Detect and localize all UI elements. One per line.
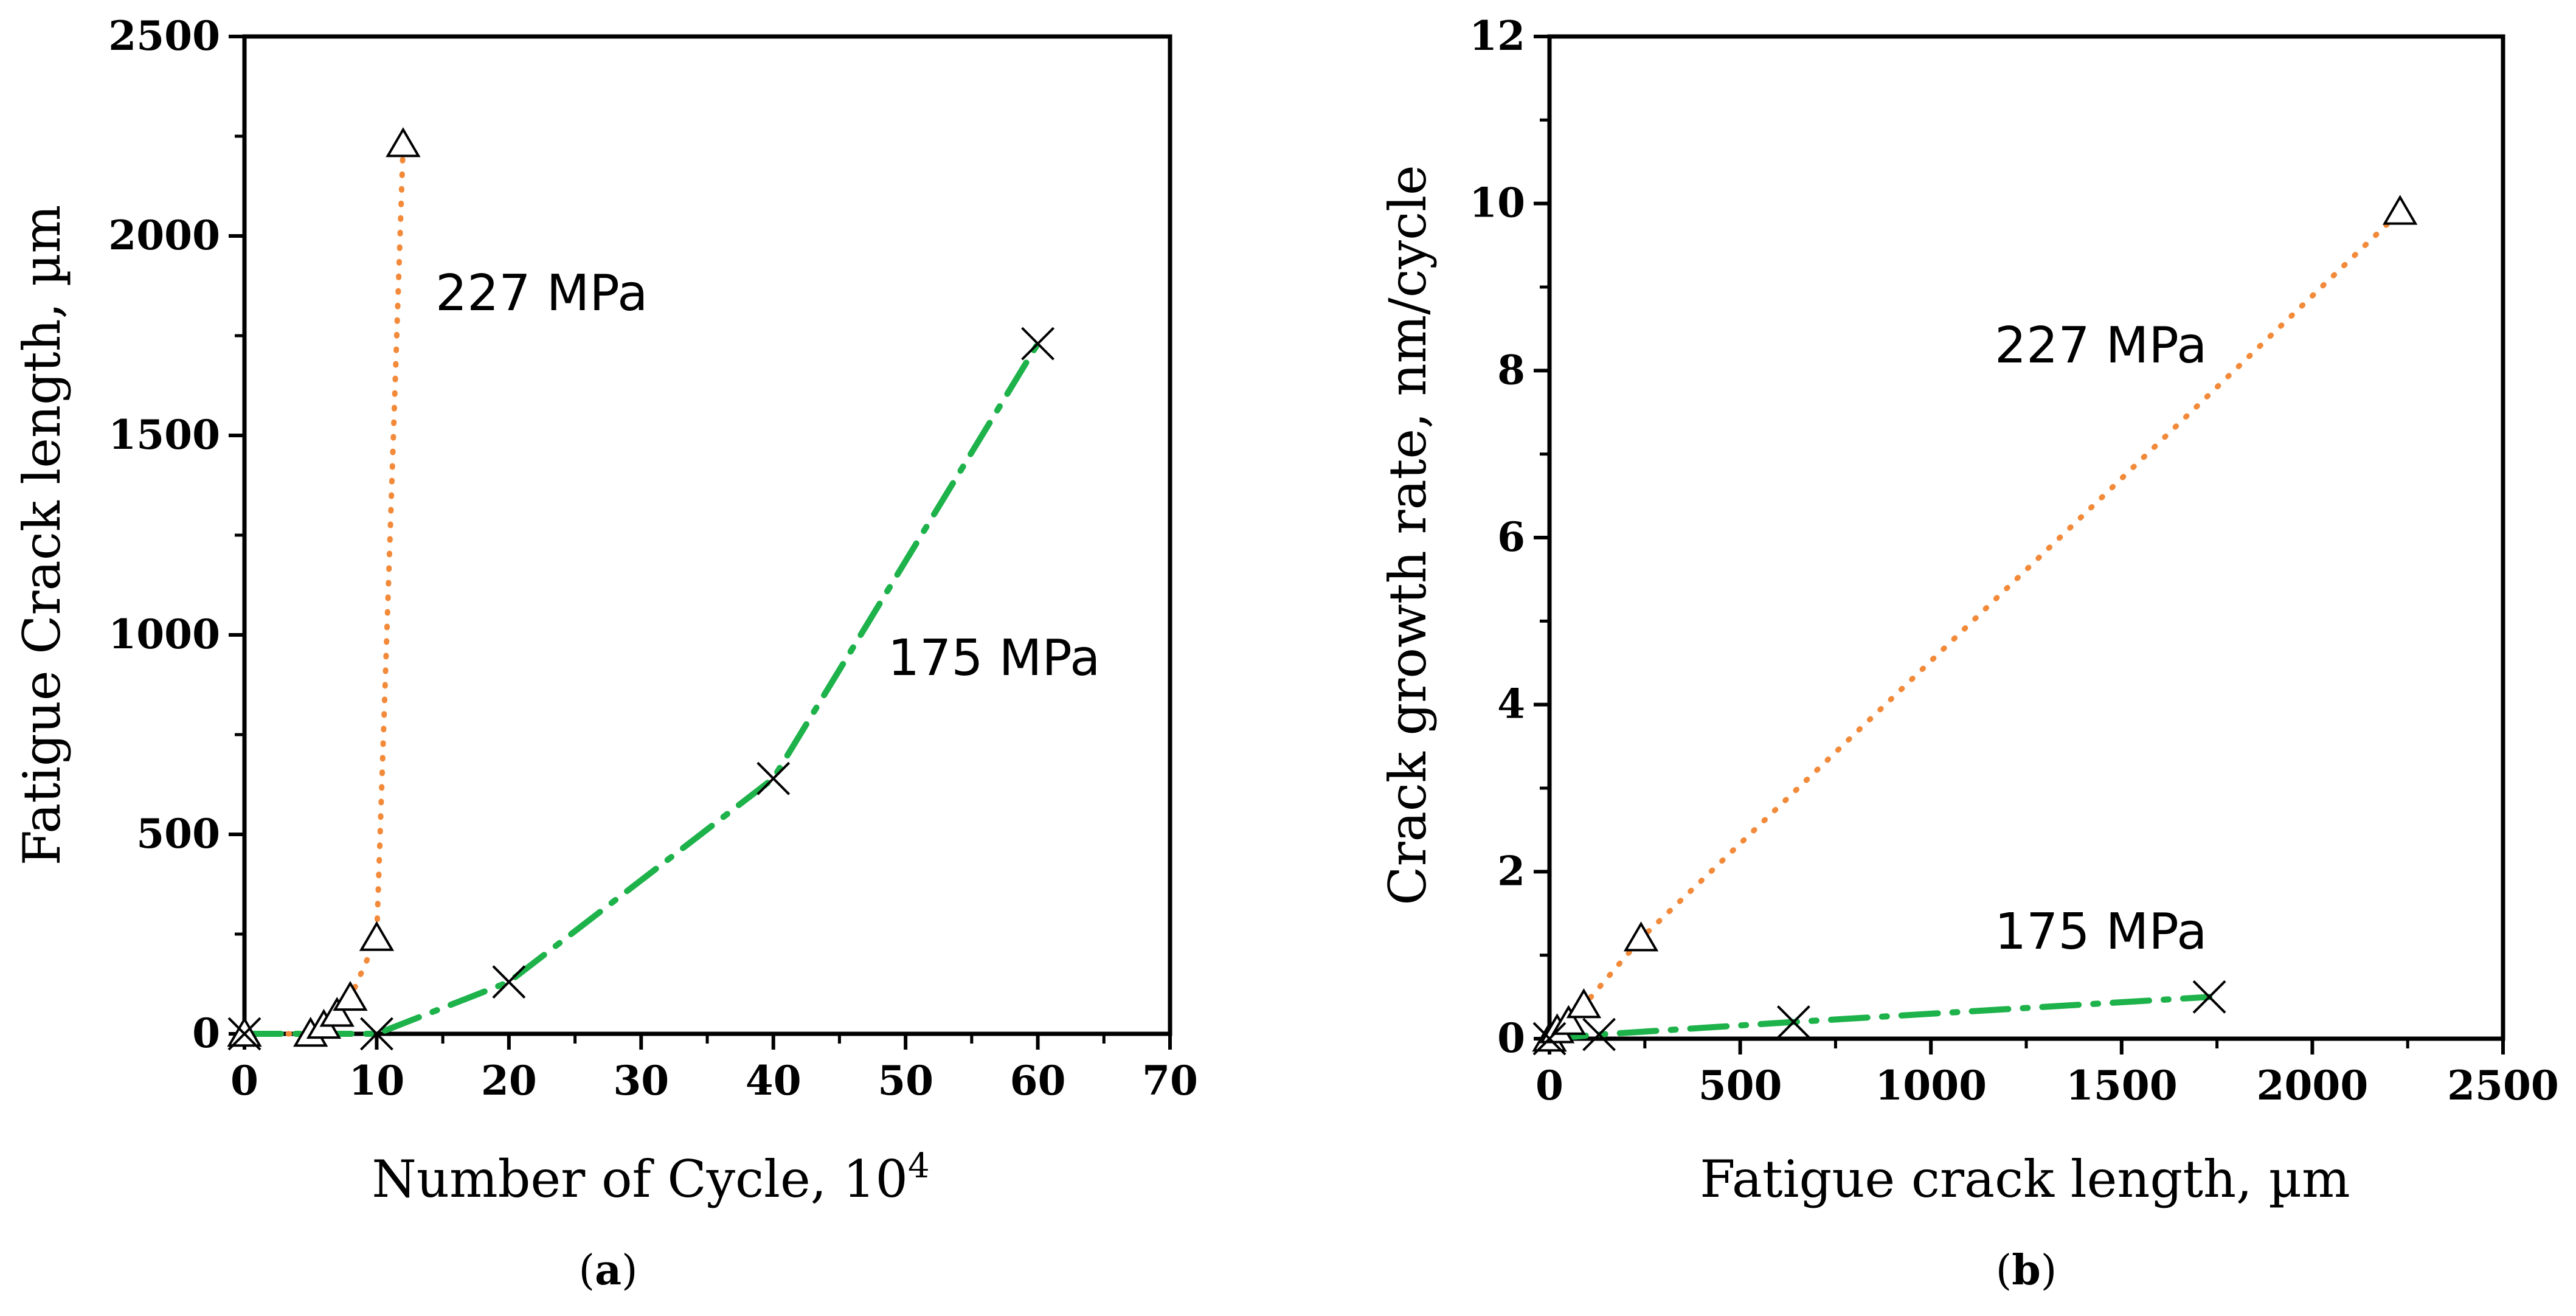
x-tick-label-b-3: 1500 — [2066, 1062, 2178, 1109]
series-markers-b — [1532, 195, 2418, 1056]
x-tick-label-a-6: 60 — [1010, 1057, 1066, 1104]
data-point-227-mpa-b-5 — [2382, 195, 2418, 225]
y-tick-label-a-0: 0 — [192, 1010, 220, 1057]
y-axis-title-a: Fatigue Crack length, µm — [12, 205, 72, 866]
data-point-175-mpa-b-3 — [2192, 980, 2226, 1014]
data-point-175-mpa-b-0 — [1532, 1022, 1567, 1056]
y-tick-label-a-1: 500 — [136, 810, 220, 857]
panel-caption-b: (b) — [1996, 1246, 2057, 1295]
x-axis-title-b: Fatigue crack length, µm — [1700, 1149, 2350, 1209]
panel-b: 0 500 1000 1500 2000 2500 0 2 4 6 8 10 12 227 MPa 17… — [1378, 12, 2559, 1295]
x-tick-label-b-4: 2000 — [2257, 1062, 2369, 1109]
data-point-175-mpa-a-4 — [1021, 327, 1054, 361]
data-point-175-mpa-a-3 — [757, 761, 791, 795]
data-point-227-mpa-a-6 — [386, 127, 421, 158]
x-axis-title-superscript-a: 4 — [908, 1146, 930, 1186]
data-point-175-mpa-a-3-stroke-2 — [757, 761, 791, 795]
data-point-175-mpa-a-0-stroke-2 — [227, 1017, 261, 1051]
data-point-175-mpa-b-1-stroke-2 — [1582, 1017, 1616, 1051]
series-line-227-mpa-b — [1546, 209, 2403, 1042]
data-point-175-mpa-a-4-stroke-2 — [1021, 327, 1054, 361]
data-point-175-mpa-a-2-stroke-2 — [492, 965, 526, 999]
y-tick-label-a-4: 2000 — [108, 212, 220, 259]
y-tick-label-a-2: 1000 — [108, 611, 220, 658]
data-point-175-mpa-a-0 — [227, 1017, 261, 1051]
data-point-175-mpa-b-3-stroke-2 — [2192, 980, 2226, 1014]
y-tick-label-b-3: 6 — [1497, 513, 1525, 561]
y-tick-label-b-0: 0 — [1497, 1014, 1525, 1062]
data-point-175-mpa-b-1 — [1582, 1017, 1616, 1051]
data-point-227-mpa-a-3 — [319, 997, 355, 1027]
data-point-175-mpa-a-2 — [492, 965, 526, 999]
series-markers-a — [227, 127, 1054, 1051]
x-tick-label-a-1: 10 — [348, 1057, 404, 1104]
tick-labels-b: 0 500 1000 1500 2000 2500 0 2 4 6 8 10 12 — [1469, 12, 2559, 1109]
x-tick-label-a-2: 20 — [481, 1057, 537, 1104]
y-tick-label-b-6: 12 — [1469, 12, 1525, 60]
x-tick-label-a-3: 30 — [613, 1057, 669, 1104]
plot-area-frame-a — [242, 34, 1172, 1036]
x-tick-label-b-5: 2500 — [2447, 1062, 2559, 1109]
x-tick-label-a-5: 50 — [878, 1057, 933, 1104]
x-tick-label-a-4: 40 — [746, 1057, 802, 1104]
y-tick-label-b-2: 4 — [1497, 681, 1525, 728]
data-point-227-mpa-a-5 — [359, 921, 395, 951]
data-point-175-mpa-b-2 — [1776, 1005, 1810, 1039]
y-tick-label-a-3: 1500 — [108, 411, 220, 459]
data-point-175-mpa-a-1 — [360, 1017, 393, 1051]
x-tick-label-b-0: 0 — [1536, 1062, 1563, 1109]
series-line-227-mpa-a — [241, 141, 406, 1037]
data-point-175-mpa-b-2-stroke-2 — [1776, 1005, 1810, 1039]
panel-caption-a: (a) — [578, 1246, 637, 1295]
y-tick-label-a-5: 2500 — [108, 12, 220, 60]
series-line-175-mpa-a — [241, 341, 1041, 1037]
series-line-175-mpa-b — [1546, 994, 2213, 1042]
data-point-175-mpa-b-0-stroke-2 — [1532, 1022, 1567, 1056]
y-tick-label-b-5: 10 — [1469, 179, 1525, 227]
series-label-227-a: 227 MPa — [435, 265, 648, 322]
x-tick-label-b-1: 500 — [1698, 1062, 1782, 1109]
panel-a: 0 10 20 30 40 50 60 70 0 500 1000 1500 2000 2500 227 … — [12, 12, 1198, 1295]
y-tick-label-b-4: 8 — [1497, 346, 1525, 393]
y-axis-title-b: Crack growth rate, nm/cycle — [1378, 165, 1438, 905]
y-tick-label-b-1: 2 — [1497, 847, 1525, 895]
data-point-227-mpa-b-4 — [1623, 921, 1659, 952]
series-lines-b — [1546, 209, 2403, 1042]
data-point-227-mpa-a-4 — [333, 980, 368, 1011]
series-label-175-b: 175 MPa — [1995, 903, 2207, 961]
x-tick-label-a-7: 70 — [1142, 1057, 1198, 1104]
x-axis-title-a: Number of Cycle, 104 — [372, 1146, 929, 1209]
data-point-227-mpa-b-3 — [1566, 988, 1602, 1019]
series-label-175-a: 175 MPa — [888, 629, 1100, 687]
x-tick-label-a-0: 0 — [230, 1057, 258, 1104]
data-point-175-mpa-a-1-stroke-2 — [360, 1017, 393, 1051]
x-tick-label-b-2: 1000 — [1875, 1062, 1987, 1109]
tick-marks-a — [229, 35, 1172, 1050]
tick-labels-a: 0 10 20 30 40 50 60 70 0 500 1000 1500 2000 2500 — [108, 12, 1198, 1104]
series-label-227-b: 227 MPa — [1995, 317, 2207, 375]
